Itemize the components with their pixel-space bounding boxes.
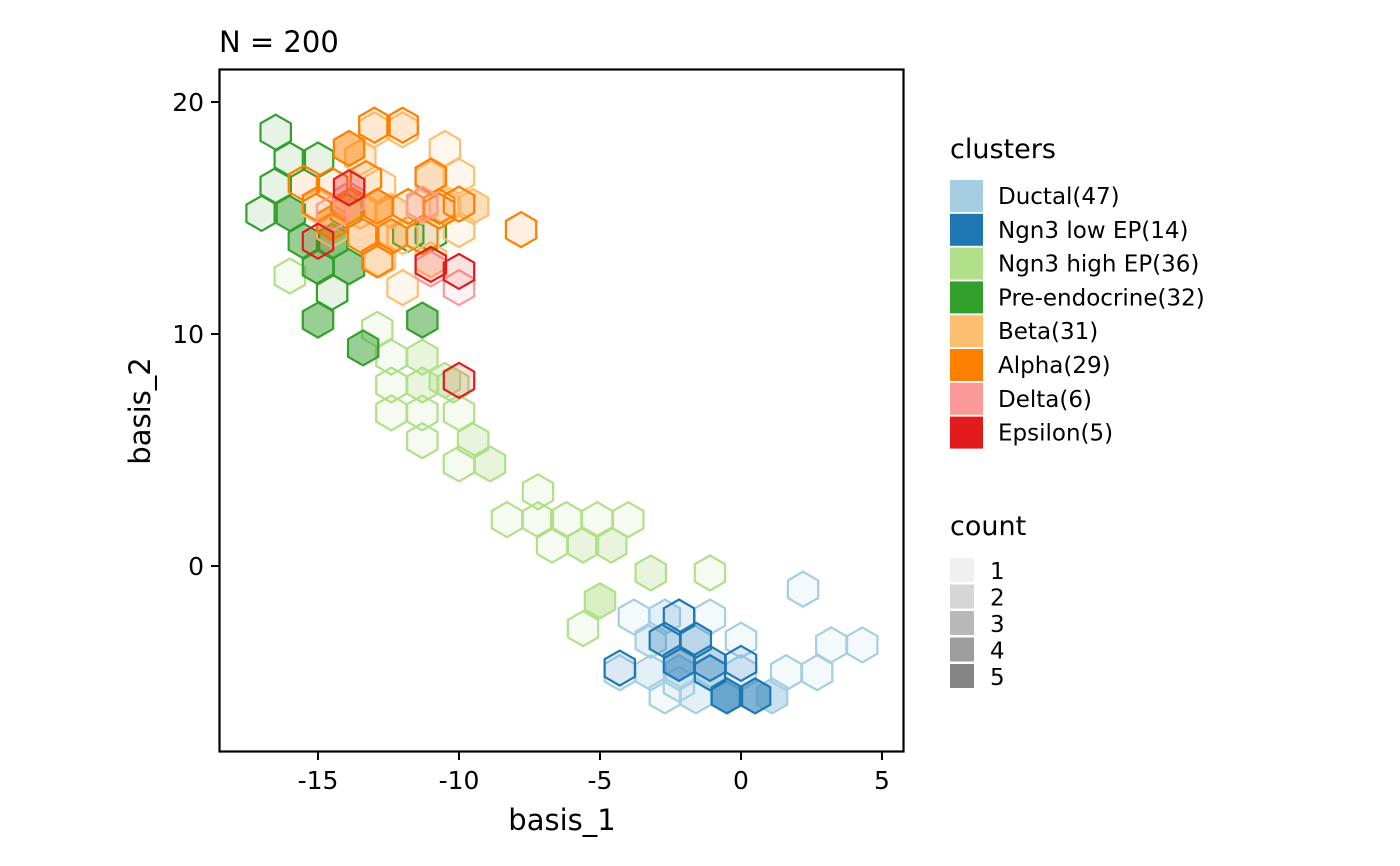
legend-label: Alpha(29) (998, 353, 1111, 379)
hex-bin (583, 582, 617, 620)
hex-bin (346, 329, 380, 367)
legend-label: 3 (990, 612, 1005, 638)
legend-swatch (950, 637, 974, 662)
x-axis: -15 -10 -5 0 5 (298, 752, 890, 795)
legend-label: 4 (990, 639, 1005, 665)
legend-clusters: clusters Ductal(47) Ngn3 low EP(14) Ngn3 h… (950, 134, 1205, 449)
x-axis-title: basis_1 (508, 803, 615, 837)
hex-bin (423, 192, 456, 230)
x-tick-label: -5 (588, 766, 613, 795)
legend-swatch (950, 558, 974, 582)
hex-bin (442, 185, 476, 223)
y-tick-label: 10 (172, 320, 204, 349)
y-tick-label: 20 (172, 88, 204, 117)
hex-bin (800, 653, 834, 692)
legend-label: 1 (990, 559, 1005, 585)
hex-bin (442, 361, 476, 400)
hex-bin (738, 677, 772, 715)
hex-bin (724, 621, 758, 659)
hex-bin (301, 222, 335, 260)
legend-swatch (950, 213, 983, 246)
x-tick-label: -15 (298, 766, 339, 795)
legend-label: 2 (990, 586, 1005, 612)
hex-bin (332, 169, 366, 207)
hex-bin (428, 361, 462, 400)
legend-swatch (950, 247, 983, 280)
hex-bin (361, 187, 394, 226)
x-tick-label: 5 (874, 766, 890, 795)
legend-swatch (950, 664, 974, 688)
legend-label: 5 (990, 665, 1005, 691)
chart-title: N = 200 (219, 25, 339, 59)
legend-swatch (950, 611, 974, 635)
x-tick-label: 0 (733, 766, 749, 795)
hex-bin (406, 185, 439, 223)
legend-swatch (950, 180, 983, 212)
hex-bin (375, 394, 408, 432)
hex-bin (693, 653, 727, 692)
hex-bin (693, 554, 727, 592)
hex-bin (301, 301, 335, 339)
hex-bin (566, 526, 600, 564)
hex-bin (724, 644, 758, 683)
hex-bin (521, 473, 555, 511)
hex-bin (566, 609, 600, 648)
legend-label: Ductal(47) (998, 184, 1120, 210)
hexbin-layer (245, 106, 879, 715)
legend-label: Ngn3 high EP(36) (998, 252, 1199, 278)
hex-bin (611, 500, 645, 539)
legend-label: Delta(6) (998, 387, 1092, 413)
plot-panel-border (218, 68, 905, 753)
hex-bin (414, 245, 448, 284)
hex-bin (332, 129, 366, 168)
legend-swatch (950, 349, 983, 381)
hex-bin (490, 500, 524, 539)
hex-bin (386, 217, 419, 256)
series-ngn3-low-ep-14- (603, 598, 772, 715)
legend-label: Pre-endocrine(32) (998, 285, 1205, 311)
hex-bin (406, 301, 439, 339)
legend-label: Beta(31) (998, 319, 1098, 345)
legend-swatch (950, 281, 983, 314)
legend-swatch (950, 584, 974, 609)
y-axis-title: basis_2 (123, 357, 157, 464)
hex-bin (814, 626, 848, 664)
legend-label: Epsilon(5) (998, 421, 1113, 447)
hex-bin (273, 257, 307, 295)
legend-label: Ngn3 low EP(14) (998, 218, 1189, 244)
hex-bin (594, 526, 628, 564)
hex-bin (358, 106, 391, 144)
hex-bin (386, 268, 419, 307)
y-axis: 0 10 20 (172, 88, 219, 581)
hex-bin (361, 241, 394, 279)
hex-bin (634, 554, 668, 592)
series-epsilon-5- (301, 169, 476, 400)
legend-count-title: count (950, 511, 1026, 542)
hex-bin (603, 649, 637, 687)
y-tick-label: 0 (188, 552, 204, 581)
legend-clusters-title: clusters (950, 134, 1056, 165)
hex-bin (662, 644, 696, 683)
hex-bin (535, 526, 569, 564)
hex-bin (504, 210, 538, 249)
hex-bin (442, 252, 476, 291)
hex-bin (845, 626, 879, 664)
series-alpha-29- (287, 106, 538, 279)
hex-bin (786, 570, 820, 608)
x-tick-label: -10 (439, 766, 480, 795)
series-ngn3-high-ep-36- (273, 257, 727, 648)
hex-bin (406, 338, 439, 376)
hex-bin (406, 421, 439, 460)
legend-swatch (950, 382, 983, 415)
hex-bin (473, 445, 507, 483)
hex-bin (245, 194, 278, 233)
hex-bin (386, 106, 419, 144)
legend-swatch (950, 315, 983, 348)
hex-bin (442, 445, 476, 483)
legend-swatch (950, 416, 983, 449)
